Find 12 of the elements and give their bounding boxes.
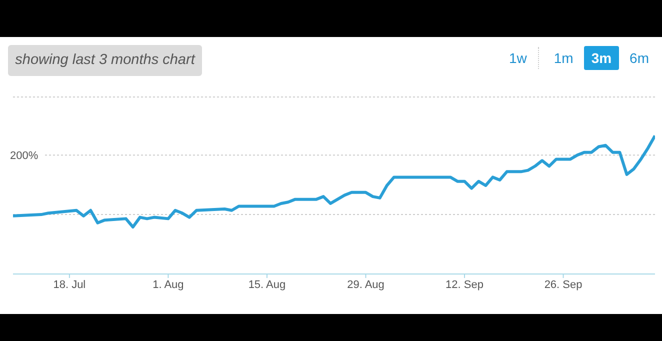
text: 3m: [584, 46, 619, 70]
text: 6m: [628, 49, 650, 68]
text: 1m: [552, 49, 574, 68]
x-tick-label: 18. Jul: [53, 278, 86, 291]
text: 1w: [508, 49, 528, 68]
annotation: 200%: [10, 150, 38, 162]
x-tick-label: 15. Aug: [248, 278, 286, 291]
x-tick-label: 29. Aug: [347, 278, 384, 291]
x-tick-label: 12. Sep: [446, 278, 484, 291]
x-tick-label: 1. Aug: [152, 278, 184, 291]
text: showing last 3 months chart: [8, 45, 202, 76]
x-tick-label: 26. Sep: [544, 278, 582, 291]
